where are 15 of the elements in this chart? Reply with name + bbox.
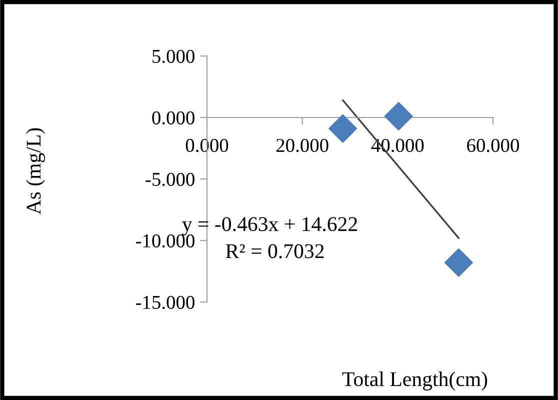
y-tick-label: 5.000: [152, 50, 194, 64]
x-tick-label: 0.000: [186, 138, 228, 152]
y-axis-title: As (mg/L): [26, 128, 45, 214]
x-tick-label: 20.000: [276, 138, 328, 152]
annotation: R² = 0.7032: [226, 244, 324, 258]
y-tick-label: -10.000: [136, 234, 194, 248]
x-tick-label: 60.000: [467, 138, 519, 152]
y-tick-label: 0.000: [152, 111, 194, 125]
y-tick-label: -5.000: [146, 172, 194, 186]
point: [444, 248, 473, 277]
x-axis-title: Total Length(cm): [342, 372, 488, 390]
point: [384, 102, 413, 130]
annotation: y = -0.463x + 14.622: [182, 217, 357, 236]
y-tick-label: -15.000: [136, 296, 194, 310]
point: [328, 114, 358, 143]
